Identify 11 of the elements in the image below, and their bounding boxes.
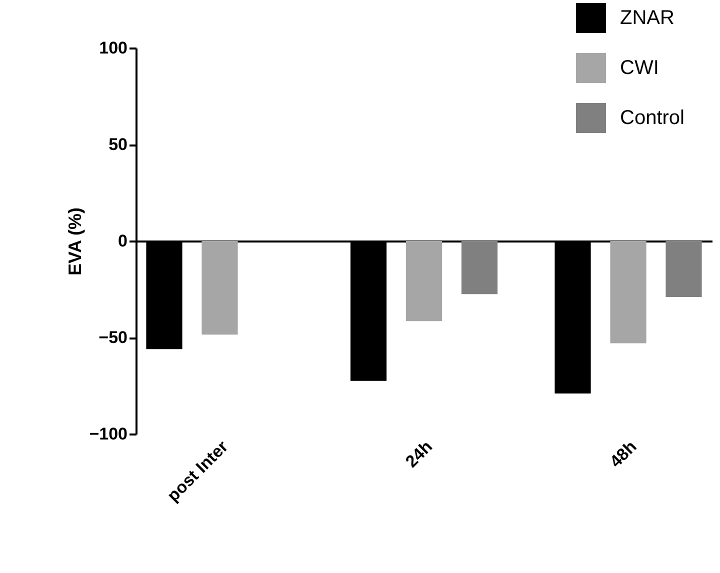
legend-label: CWI (620, 57, 659, 79)
y-tick-label: 50 (108, 135, 128, 154)
y-tick-label: −100 (89, 424, 128, 444)
y-axis-title: EVA (%) (65, 207, 86, 276)
legend-label: ZNAR (620, 7, 674, 29)
x-tick-label: 24h (402, 437, 436, 472)
y-tick-label: 100 (99, 38, 128, 58)
legend-label: Control (620, 107, 684, 129)
x-tick-label: 48h (606, 437, 640, 472)
y-tick-label: 0 (118, 232, 128, 250)
y-tick-label: −50 (98, 328, 128, 347)
